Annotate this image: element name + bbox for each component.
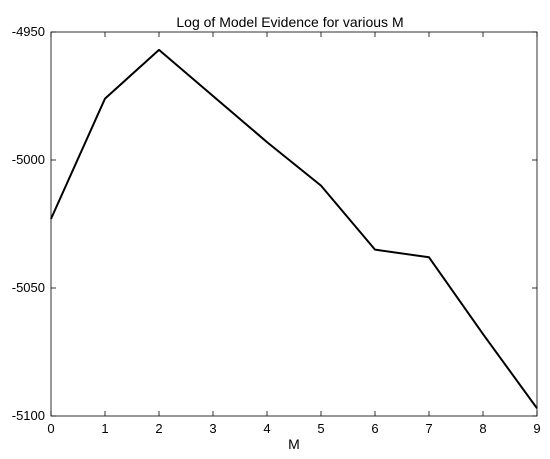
x-tick-label: 2 xyxy=(155,421,162,436)
x-tick-label: 9 xyxy=(533,421,540,436)
x-ticks: 0 1 2 3 4 5 6 7 8 9 xyxy=(47,32,541,436)
axes xyxy=(50,31,538,417)
series-line xyxy=(50,48,538,409)
plot-frame xyxy=(50,31,538,417)
x-tick-label: 3 xyxy=(209,421,216,436)
x-tick-label: 7 xyxy=(425,421,432,436)
x-tick-label: 8 xyxy=(479,421,486,436)
x-tick-label: 1 xyxy=(101,421,108,436)
series-group xyxy=(50,48,538,409)
y-ticks: -4950 -5000 -5050 -5100 xyxy=(12,24,537,423)
y-tick-label: -5050 xyxy=(12,280,45,295)
y-tick-label: -5100 xyxy=(12,408,45,423)
x-tick-label: 5 xyxy=(317,421,324,436)
y-tick-label: -4950 xyxy=(12,24,45,39)
chart-title: Log of Model Evidence for various M xyxy=(176,14,403,30)
x-tick-label: 6 xyxy=(371,421,378,436)
x-tick-label: 4 xyxy=(263,421,270,436)
x-axis-label: M xyxy=(288,436,300,452)
x-tick-label: 0 xyxy=(47,421,54,436)
y-tick-label: -5000 xyxy=(12,152,45,167)
